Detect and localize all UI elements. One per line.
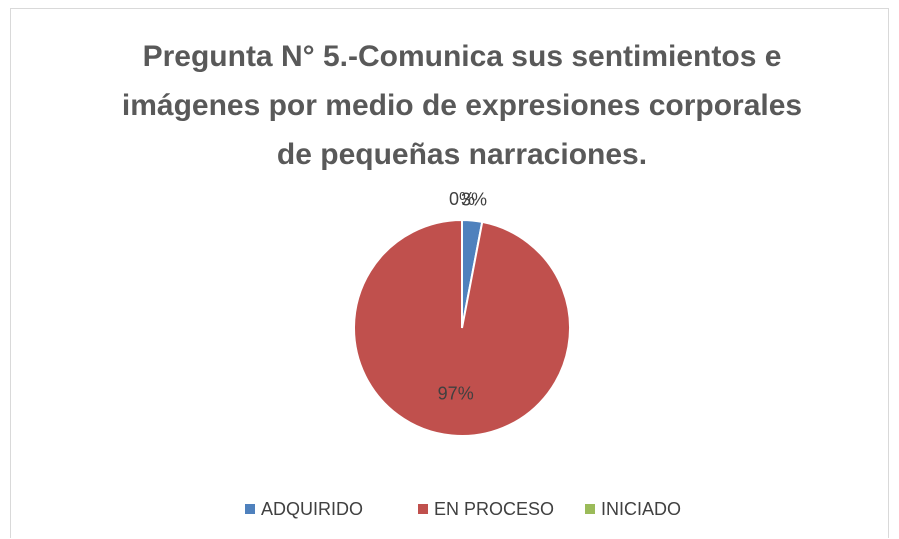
chart-title: Pregunta N° 5.-Comunica sus sentimientos… xyxy=(121,40,803,171)
legend-swatch xyxy=(585,504,595,514)
data-label: 3% xyxy=(461,189,487,209)
legend-swatch xyxy=(418,504,428,514)
legend-label: ADQUIRIDO xyxy=(261,499,363,519)
legend-label: INICIADO xyxy=(601,499,681,519)
legend-swatch xyxy=(245,504,255,514)
data-label: 0% xyxy=(449,189,475,209)
data-label: 97% xyxy=(438,383,474,403)
legend-label: EN PROCESO xyxy=(434,499,554,519)
chart-frame xyxy=(10,8,889,538)
